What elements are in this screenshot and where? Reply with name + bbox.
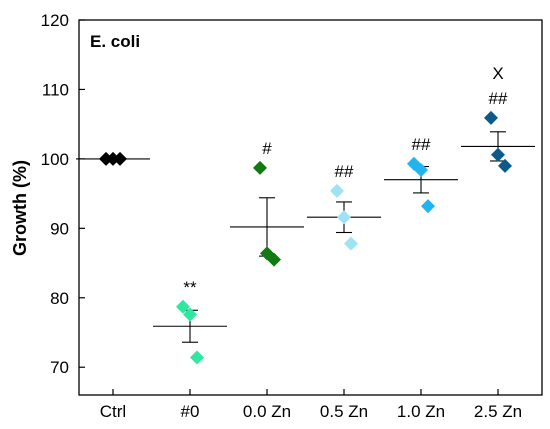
plot-frame: [78, 19, 543, 396]
series-group: [153, 299, 227, 365]
data-point: [344, 236, 358, 251]
data-point: [337, 210, 351, 225]
data-point: [267, 252, 281, 267]
y-tick-label: 80: [50, 289, 69, 308]
x-tick-label: 1.0 Zn: [397, 402, 445, 421]
significance-label: ##: [489, 89, 508, 108]
y-tick-label: 90: [50, 219, 69, 238]
data-point: [421, 199, 435, 214]
significance-label: **: [183, 278, 197, 297]
series-group: [461, 110, 535, 173]
data-point: [498, 158, 512, 173]
significance-annotations: **#####X##: [183, 64, 508, 297]
data-point: [260, 246, 274, 261]
x-tick-label: 2.5 Zn: [474, 402, 522, 421]
data-point: [253, 160, 267, 175]
data-point: [491, 147, 505, 162]
series-group: [76, 151, 150, 166]
y-tick-label: 120: [41, 11, 69, 30]
significance-label: ##: [412, 135, 431, 154]
y-tick-label: 110: [42, 80, 69, 99]
y-axis: 70 80 90 100 110 120: [41, 11, 85, 377]
chart-title: E. coli: [90, 32, 140, 51]
y-tick-label: 70: [50, 358, 69, 377]
series-group: [384, 156, 458, 214]
y-tick-label: 100: [41, 150, 69, 169]
series-group: [230, 160, 304, 267]
data-point: [176, 299, 190, 314]
x-tick-label: Ctrl: [100, 402, 126, 421]
data-point: [414, 163, 428, 177]
data-point: [113, 151, 127, 166]
significance-label: #: [262, 139, 272, 158]
x-tick-label: 0.0 Zn: [243, 402, 291, 421]
significance-label: ##: [335, 162, 354, 181]
x-axis: Ctrl #0 0.0 Zn 0.5 Zn 1.0 Zn 2.5 Zn: [100, 389, 522, 421]
data-point: [183, 307, 197, 322]
data-point: [484, 110, 498, 125]
y-axis-label: Growth (%): [10, 160, 30, 256]
data-point: [190, 350, 204, 365]
significance-label: X: [492, 64, 503, 83]
x-tick-label: #0: [181, 402, 200, 421]
x-tick-label: 0.5 Zn: [320, 402, 368, 421]
data-series: [76, 110, 535, 365]
series-group: [307, 183, 381, 251]
data-point: [330, 183, 344, 198]
